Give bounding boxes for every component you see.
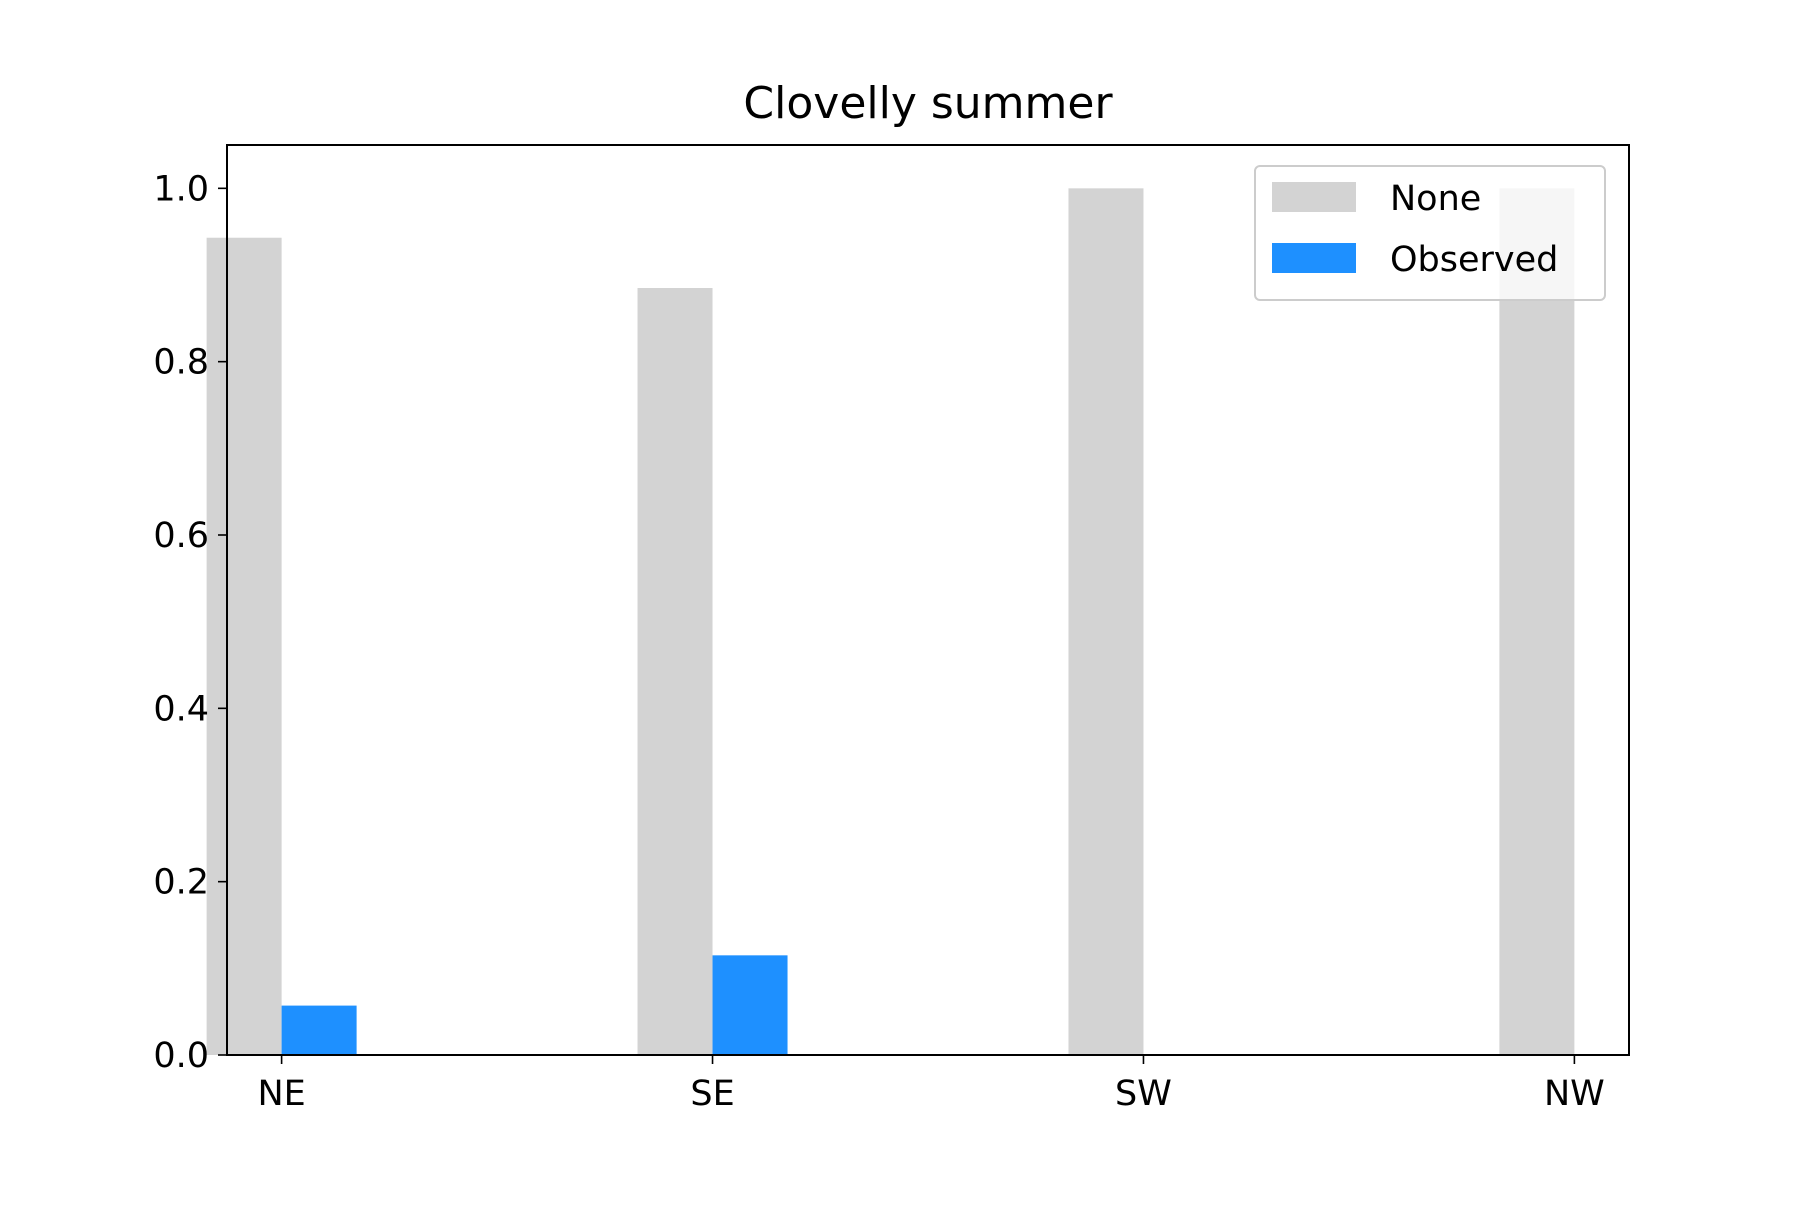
legend-swatch-observed [1272,243,1356,273]
y-tick-label-0: 0.0 [153,1036,209,1076]
y-tick-label-5: 1.0 [153,169,209,209]
bar-none-nw [1499,188,1575,1056]
bars-layer [206,188,1575,1056]
bar-observed-ne [281,1005,357,1055]
bar-none-se [637,288,713,1055]
x-tick-label-ne: NE [257,1074,305,1114]
bar-observed-se [712,955,788,1055]
x-tick-label-sw: SW [1115,1074,1172,1114]
y-tick-label-3: 0.6 [153,516,209,556]
legend-label-observed: Observed [1390,240,1558,280]
legend-swatch-none [1272,182,1356,212]
axes-layer: NE SE SW NW 0.0 0.2 0.4 0.6 0.8 1.0 [153,144,1630,1114]
x-tick-label-nw: NW [1544,1074,1605,1114]
chart-title: Clovelly summer [743,78,1113,129]
y-tick-label-2: 0.4 [153,689,209,729]
y-tick-label-1: 0.2 [153,863,209,903]
bar-none-sw [1068,188,1144,1056]
y-tick-label-4: 0.8 [153,343,209,383]
bar-none-ne [206,237,282,1055]
x-tick-label-se: SE [690,1074,734,1114]
plot-frame [226,144,1630,1056]
legend-label-none: None [1390,179,1481,219]
legend: None Observed [1254,165,1606,301]
